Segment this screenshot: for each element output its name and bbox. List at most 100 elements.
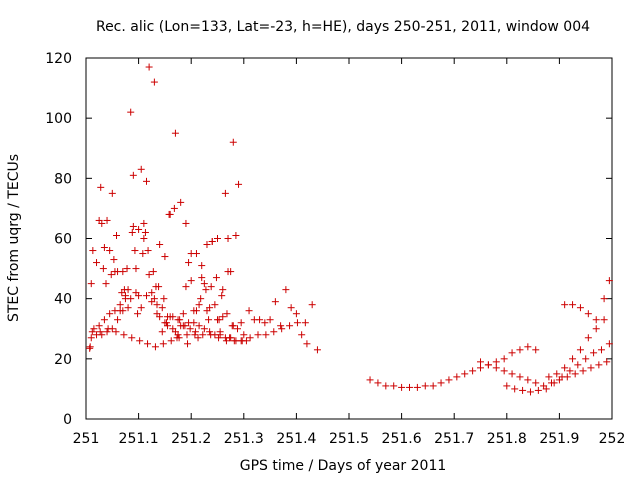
data-point xyxy=(262,331,270,339)
data-point xyxy=(597,346,605,354)
data-point xyxy=(592,325,600,333)
data-point xyxy=(167,337,175,345)
data-point xyxy=(235,180,243,188)
data-point xyxy=(203,307,211,315)
data-point xyxy=(516,373,524,381)
data-point xyxy=(256,316,264,324)
data-point xyxy=(152,283,160,291)
data-point xyxy=(108,189,116,197)
data-point xyxy=(545,373,553,381)
data-point xyxy=(532,379,540,387)
data-point xyxy=(199,331,207,339)
data-point xyxy=(100,244,108,252)
data-point xyxy=(212,274,220,282)
data-point xyxy=(87,334,95,342)
data-point xyxy=(228,322,236,330)
data-point xyxy=(148,289,156,297)
data-point xyxy=(576,346,584,354)
data-point xyxy=(141,228,149,236)
data-point xyxy=(484,361,492,369)
data-point xyxy=(207,331,215,339)
data-point xyxy=(98,331,106,339)
data-point xyxy=(237,319,245,327)
data-point xyxy=(270,328,278,336)
data-point xyxy=(194,334,202,342)
data-point xyxy=(571,370,579,378)
data-point xyxy=(469,367,477,375)
data-point xyxy=(206,328,214,336)
data-point xyxy=(177,198,185,206)
data-point xyxy=(542,385,550,393)
data-point xyxy=(254,331,262,339)
data-point xyxy=(93,259,101,267)
data-point xyxy=(246,334,254,342)
data-point xyxy=(119,307,127,315)
y-tick-label: 60 xyxy=(54,232,72,248)
data-point xyxy=(179,310,187,318)
data-point xyxy=(159,340,167,348)
y-tick-label: 80 xyxy=(54,171,72,187)
data-point xyxy=(182,283,190,291)
data-point xyxy=(191,328,199,336)
data-point xyxy=(437,379,445,387)
data-point xyxy=(550,379,558,387)
data-point xyxy=(103,216,111,224)
data-point xyxy=(500,367,508,375)
data-point xyxy=(190,319,198,327)
data-point xyxy=(286,322,294,330)
data-point xyxy=(405,383,413,391)
chart-title: Rec. alic (Lon=133, Lat=-23, h=HE), days… xyxy=(96,19,590,35)
data-point xyxy=(218,292,226,300)
y-tick-label: 0 xyxy=(63,412,72,428)
data-point xyxy=(205,316,213,324)
data-point xyxy=(186,325,194,333)
data-series xyxy=(86,63,613,396)
data-point xyxy=(229,138,237,146)
data-point xyxy=(124,304,132,312)
data-point xyxy=(429,382,437,390)
data-point xyxy=(153,310,161,318)
x-tick-label: 251.4 xyxy=(276,431,316,447)
data-point xyxy=(579,367,587,375)
data-point xyxy=(145,271,153,279)
y-tick-label: 100 xyxy=(45,111,72,127)
data-point xyxy=(142,177,150,185)
data-point xyxy=(208,238,216,246)
data-point xyxy=(131,247,139,255)
data-point xyxy=(174,331,182,339)
data-point xyxy=(561,301,569,309)
data-point xyxy=(413,383,421,391)
data-point xyxy=(127,295,135,303)
data-point xyxy=(140,219,148,227)
data-point xyxy=(144,247,152,255)
data-point xyxy=(214,235,221,242)
data-point xyxy=(605,340,613,348)
data-point xyxy=(160,295,168,303)
data-point xyxy=(592,316,600,324)
data-point xyxy=(183,331,191,339)
data-point xyxy=(169,313,177,321)
data-point xyxy=(569,301,577,309)
y-tick-label: 120 xyxy=(45,51,72,67)
data-point xyxy=(453,373,461,381)
data-point xyxy=(421,382,429,390)
data-point xyxy=(140,235,148,242)
data-point xyxy=(238,337,246,345)
data-point xyxy=(398,383,406,391)
data-point xyxy=(176,316,184,324)
y-axis-title: STEC from uqrg / TECUs xyxy=(6,154,22,322)
y-axis: 0 20 40 60 80 100 120 xyxy=(45,51,612,428)
data-point xyxy=(219,286,227,294)
data-point xyxy=(106,247,114,255)
data-point xyxy=(224,235,232,242)
data-point xyxy=(182,219,190,227)
data-point xyxy=(120,331,128,339)
data-point xyxy=(164,322,172,330)
data-point xyxy=(566,367,574,375)
data-point xyxy=(216,331,224,339)
x-axis-title: GPS time / Days of year 2011 xyxy=(240,458,447,474)
data-point xyxy=(128,334,136,342)
x-tick-label: 251.2 xyxy=(171,431,211,447)
data-point xyxy=(222,337,230,345)
data-point xyxy=(135,225,143,233)
